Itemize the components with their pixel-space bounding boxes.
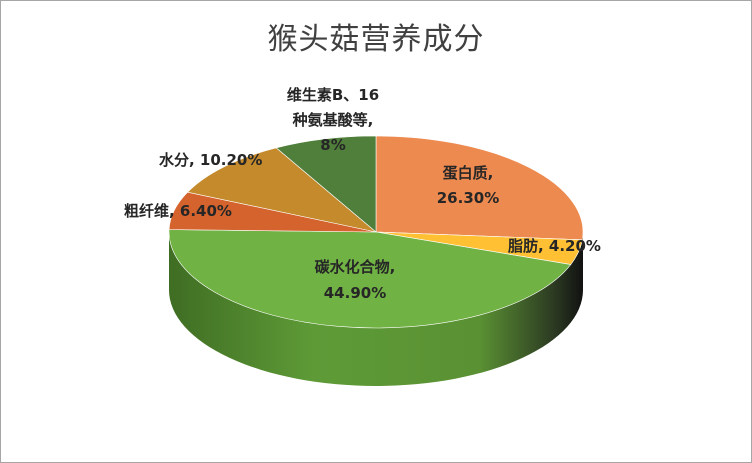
pie-slice-0 (375, 135, 584, 241)
label-protein-value: 26.30% (437, 189, 499, 207)
label-vitamin-line2: 种氨基酸等, (292, 111, 374, 129)
pie-side-wall (169, 232, 583, 386)
label-vitamin-value: 8% (320, 136, 345, 154)
label-fat: 脂肪, 4.20% (508, 237, 601, 255)
label-vitamin-line1: 维生素B、16 (287, 86, 379, 104)
label-fiber: 粗纤维, 6.40% (124, 202, 232, 220)
chart-title: 猴头菇营养成分 (267, 22, 485, 57)
pie-slice-4 (187, 147, 377, 233)
label-carb-value: 44.90% (324, 284, 386, 302)
pie-slice-5 (275, 135, 377, 233)
label-carb-name: 碳水化合物, (315, 258, 396, 276)
label-protein-name: 蛋白质, (443, 164, 494, 182)
pie-slice-2 (168, 229, 572, 329)
label-water: 水分, 10.20% (159, 151, 262, 169)
